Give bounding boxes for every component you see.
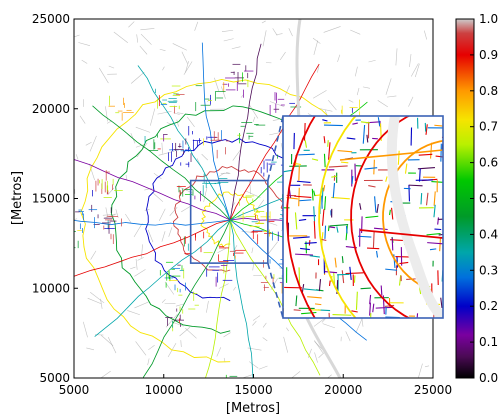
colorbar-tick-label: 0.4 <box>479 227 498 241</box>
x-axis-label: [Metros] <box>226 401 280 414</box>
zoom-connector-top <box>267 115 284 181</box>
x-tick-label: 5000 <box>59 383 90 397</box>
colorbar-tick-label: 0.7 <box>479 120 498 134</box>
colorbar-tick-label: 0.2 <box>479 299 498 313</box>
zoom-indicator <box>189 115 284 319</box>
colorbar-tick-label: 0.3 <box>479 263 498 277</box>
colorbar-tick-label: 0.6 <box>479 156 498 170</box>
colorbar-tick-label: 0.8 <box>479 84 498 98</box>
colorbar-tick-label: 1.0 <box>479 12 498 26</box>
y-tick-label: 20000 <box>32 102 70 116</box>
x-tick-label: 25000 <box>414 383 452 397</box>
x-tick-label: 15000 <box>234 383 272 397</box>
colorbar-tick-label: 0.0 <box>479 371 498 385</box>
y-axis-ticks: 5000 10000 15000 20000 25000 <box>32 12 78 385</box>
colorbar-tick-label: 0.9 <box>479 48 498 62</box>
zoom-inset <box>282 115 444 319</box>
y-tick-label: 25000 <box>32 12 70 26</box>
inset-frame <box>282 115 444 319</box>
colorbar: 0.0 0.1 0.2 0.3 0.4 0.5 0.6 0.7 0.8 0.9 1.0 <box>455 12 498 385</box>
y-tick-label: 5000 <box>39 371 70 385</box>
colorbar-tick-label: 0.1 <box>479 335 498 349</box>
x-tick-label: 20000 <box>324 383 362 397</box>
colorbar-tick-label: 0.5 <box>479 192 498 206</box>
y-tick-label: 10000 <box>32 281 70 295</box>
y-tick-label: 15000 <box>32 192 70 206</box>
y-axis-label: [Metros] <box>10 171 25 225</box>
x-tick-label: 10000 <box>145 383 183 397</box>
inset-street-network <box>283 116 443 318</box>
zoom-region-box <box>189 179 269 264</box>
colorbar-ticks: 0.0 0.1 0.2 0.3 0.4 0.5 0.6 0.7 0.8 0.9 1.0 <box>470 12 498 385</box>
x-axis-ticks: 5000 10000 15000 20000 25000 <box>59 374 452 397</box>
